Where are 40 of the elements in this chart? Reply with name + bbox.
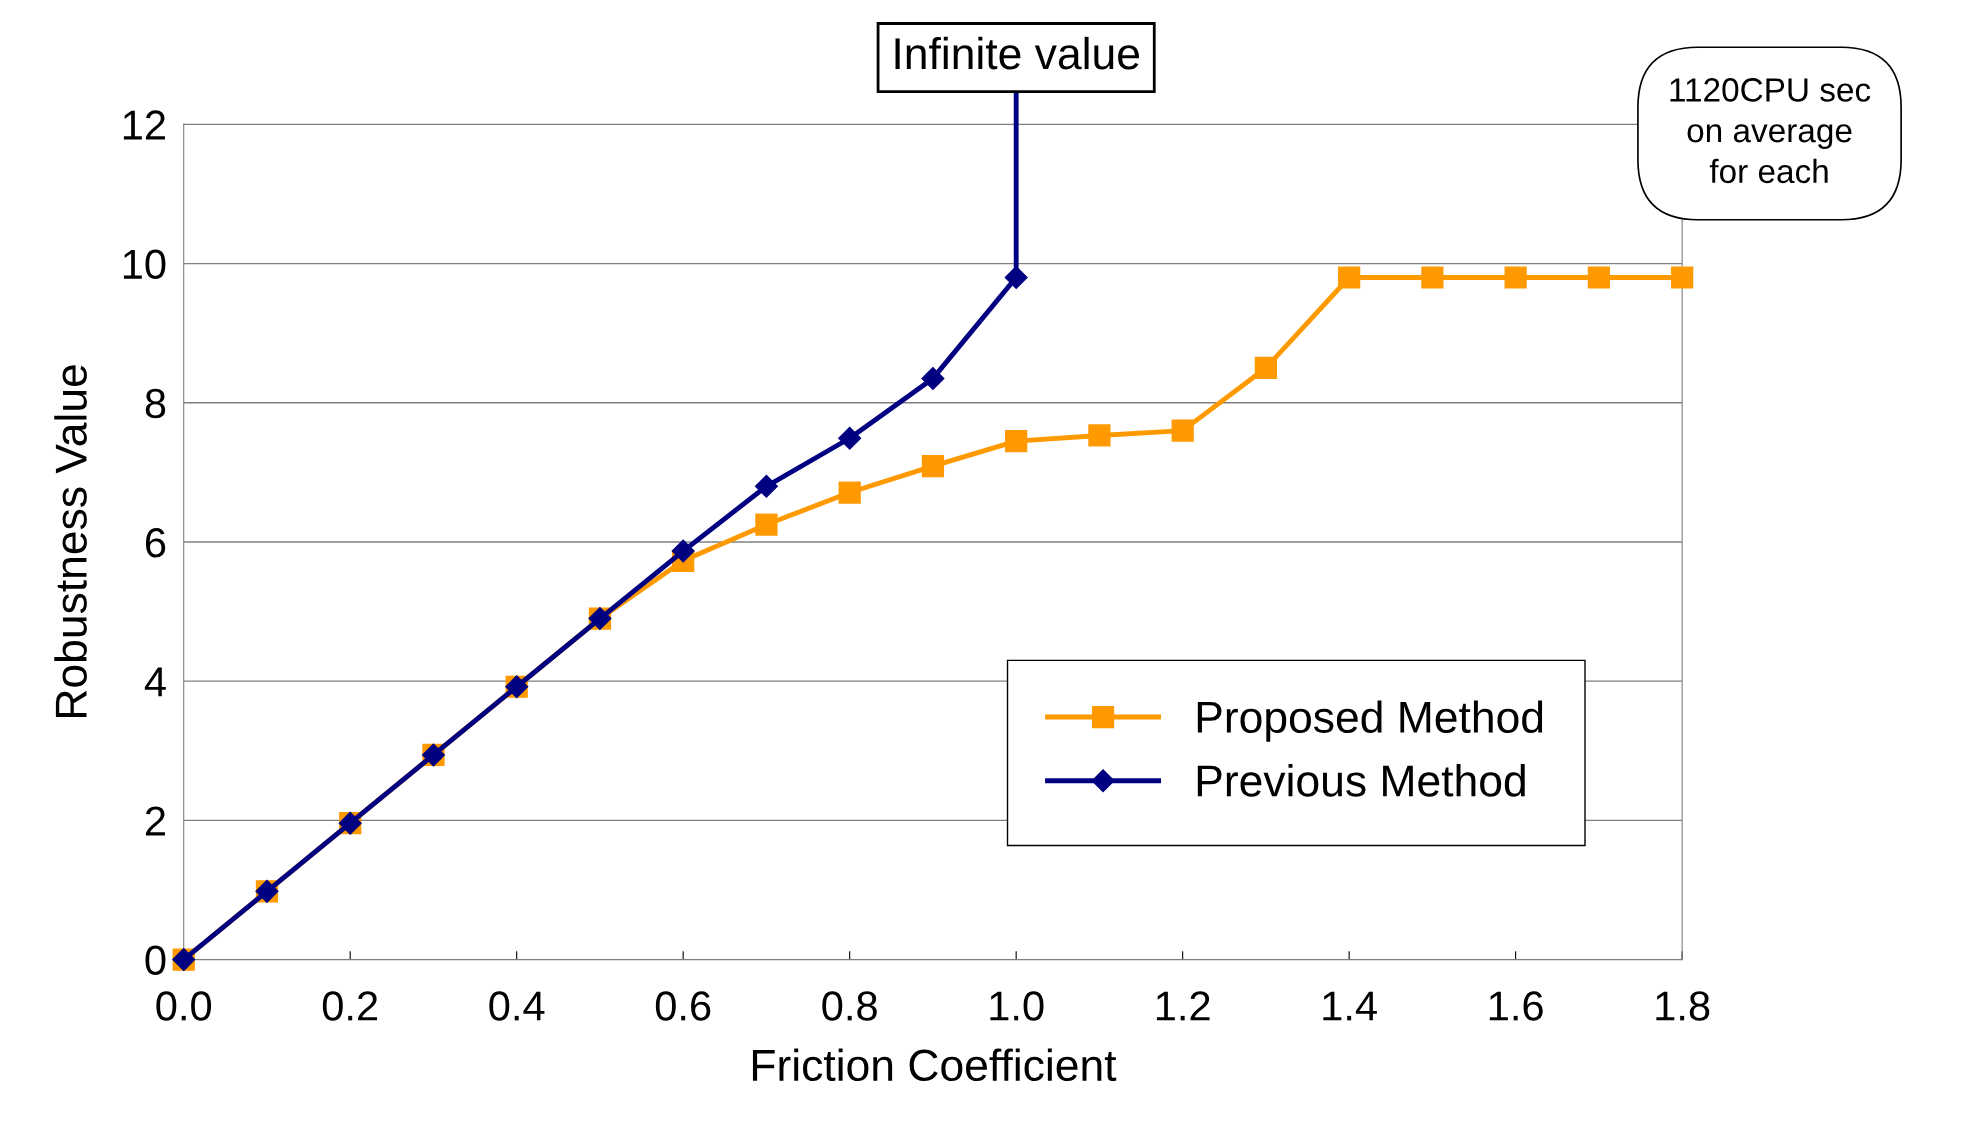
x-tick-label: 0.4 (489, 991, 545, 1021)
point (1587, 266, 1611, 289)
y-tick-label: 2 (145, 806, 165, 836)
point (754, 474, 778, 498)
x-axis-title: Friction Coefficient (752, 1048, 1117, 1082)
point (1005, 429, 1028, 453)
x-tick-label: 1.6 (1489, 991, 1543, 1021)
y-tick-label: 10 (123, 249, 166, 280)
y-tick-label: 8 (145, 388, 166, 419)
point (1338, 266, 1361, 289)
point (1421, 266, 1444, 289)
y-axis-title: Robustness Value (54, 365, 87, 718)
x-tick-label: 0.6 (655, 991, 711, 1021)
x-tick-label: 1.4 (1323, 991, 1377, 1021)
point (1671, 266, 1694, 289)
x-tick-label: 1.2 (1156, 991, 1210, 1021)
x-tick-label: 0.0 (156, 991, 212, 1021)
annotation: Infinite value (895, 36, 1139, 70)
legend-label: Proposed Method (1197, 700, 1543, 742)
annotation: 1120CPU sec on average for each (1670, 78, 1871, 184)
point (671, 539, 695, 563)
point (1171, 419, 1194, 442)
y-tick-label: 12 (123, 110, 165, 140)
point (921, 454, 945, 478)
x-tick-label: 0.2 (322, 991, 378, 1021)
point (1504, 266, 1527, 289)
point (838, 481, 861, 504)
point (1088, 424, 1111, 447)
legend-label: Previous Method (1197, 764, 1525, 797)
point (838, 426, 862, 450)
x-tick-label: 1.8 (1656, 991, 1710, 1021)
y-tick-label: 6 (145, 527, 166, 558)
x-tick-label: 0.8 (822, 991, 877, 1021)
point (1254, 356, 1278, 380)
y-tick-label: 0 (145, 945, 166, 976)
point (921, 366, 945, 390)
y-tick-label: 4 (144, 667, 166, 697)
point (1004, 265, 1028, 289)
x-tick-label: 1.0 (990, 991, 1044, 1021)
point (755, 513, 778, 536)
